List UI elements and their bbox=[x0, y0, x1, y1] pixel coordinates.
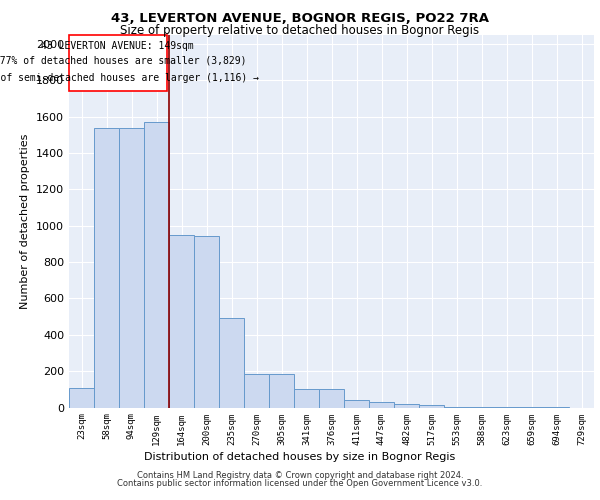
Bar bbox=[94, 128, 119, 407]
FancyBboxPatch shape bbox=[69, 35, 167, 92]
Bar bbox=[294, 390, 319, 407]
Bar bbox=[444, 406, 469, 408]
Bar bbox=[369, 402, 394, 407]
Bar bbox=[319, 390, 344, 407]
Text: Contains public sector information licensed under the Open Government Licence v3: Contains public sector information licen… bbox=[118, 478, 482, 488]
Text: Size of property relative to detached houses in Bognor Regis: Size of property relative to detached ho… bbox=[121, 24, 479, 37]
Text: Distribution of detached houses by size in Bognor Regis: Distribution of detached houses by size … bbox=[145, 452, 455, 462]
Text: 43, LEVERTON AVENUE, BOGNOR REGIS, PO22 7RA: 43, LEVERTON AVENUE, BOGNOR REGIS, PO22 … bbox=[111, 12, 489, 26]
Bar bbox=[69, 388, 94, 407]
Bar bbox=[219, 318, 244, 408]
Text: 43 LEVERTON AVENUE: 149sqm: 43 LEVERTON AVENUE: 149sqm bbox=[41, 40, 194, 50]
Bar bbox=[169, 235, 194, 408]
Y-axis label: Number of detached properties: Number of detached properties bbox=[20, 134, 31, 309]
Text: Contains HM Land Registry data © Crown copyright and database right 2024.: Contains HM Land Registry data © Crown c… bbox=[137, 471, 463, 480]
Bar bbox=[419, 405, 444, 407]
Bar bbox=[394, 404, 419, 407]
Bar bbox=[119, 128, 144, 407]
Bar bbox=[144, 122, 169, 408]
Bar bbox=[344, 400, 369, 407]
Bar bbox=[269, 374, 294, 408]
Bar bbox=[469, 406, 494, 408]
Bar bbox=[194, 236, 219, 408]
Text: ← 77% of detached houses are smaller (3,829): ← 77% of detached houses are smaller (3,… bbox=[0, 56, 247, 66]
Text: 22% of semi-detached houses are larger (1,116) →: 22% of semi-detached houses are larger (… bbox=[0, 72, 259, 83]
Bar bbox=[244, 374, 269, 408]
